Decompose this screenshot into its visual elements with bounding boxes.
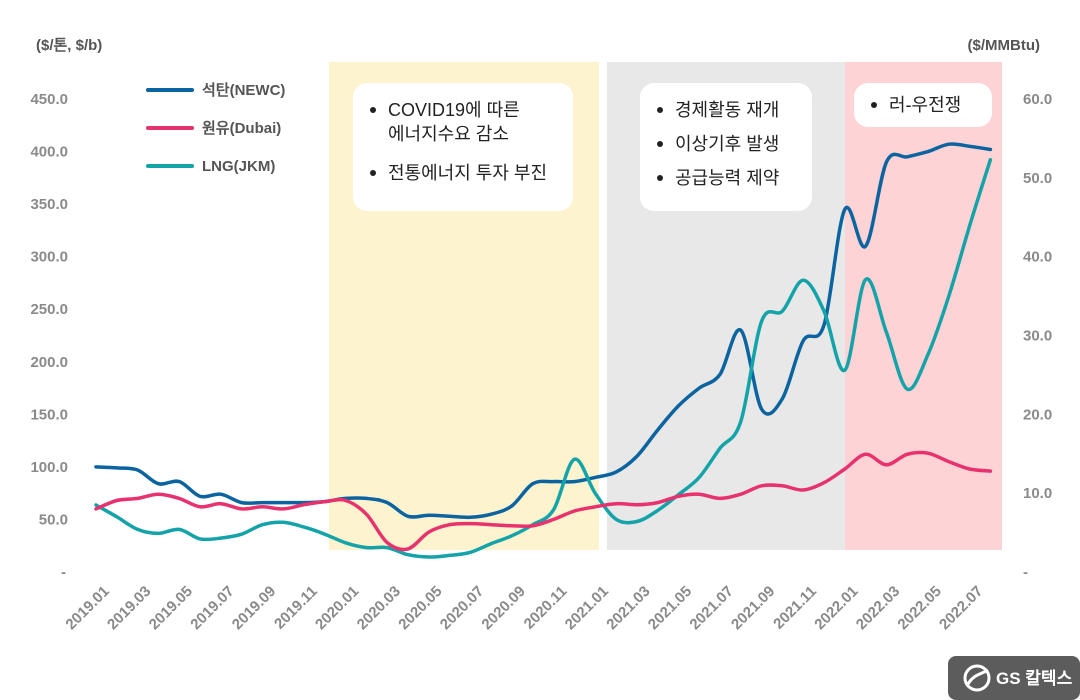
note-text: 경제활동 재개: [675, 100, 779, 120]
x-tick: 2021.11: [770, 583, 820, 633]
x-tick: 2020.11: [521, 583, 571, 633]
y-right-tick: -: [1023, 564, 1028, 581]
x-tick: 2020.09: [478, 583, 528, 633]
note-text: 이상기후 발생: [675, 134, 779, 154]
x-tick: 2019.03: [104, 583, 154, 633]
x-tick: 2019.01: [62, 583, 112, 633]
y-left-tick: 50.0: [39, 511, 68, 528]
y-left-tick: 250.0: [30, 301, 68, 318]
period-band-3: [845, 62, 1002, 550]
note-bullet: [370, 107, 376, 113]
y-right-tick: 60.0: [1023, 91, 1052, 108]
series-line-2: [94, 450, 993, 552]
series-line-3: [94, 157, 993, 559]
note-bullet: [657, 141, 663, 147]
note-bullet: [871, 102, 877, 108]
logo-mark-swoosh-icon: [966, 668, 989, 685]
x-tick: 2019.07: [187, 583, 237, 633]
y-left-tick: -: [61, 564, 66, 581]
x-tick: 2021.05: [645, 583, 695, 633]
y-left-tick: 150.0: [30, 406, 68, 423]
note-box-2: [640, 83, 812, 211]
y-right-tick: 50.0: [1023, 170, 1052, 187]
x-tick: 2021.03: [603, 583, 653, 633]
note-box-3: [854, 83, 992, 127]
x-tick: 2020.07: [437, 583, 487, 633]
note-text: 에너지수요 감소: [388, 124, 509, 144]
y-right-tick: 30.0: [1023, 328, 1052, 345]
y-right-tick: 20.0: [1023, 406, 1052, 423]
x-tick: 2019.09: [229, 583, 279, 633]
note-text: 공급능력 제약: [675, 168, 779, 188]
x-tick: 2022.07: [936, 583, 986, 633]
y-left-tick: 450.0: [30, 91, 68, 108]
series-line-1: [94, 142, 993, 520]
y-left-tick: 400.0: [30, 144, 68, 161]
x-tick: 2019.11: [271, 583, 321, 633]
note-text: COVID19에 따른: [388, 100, 520, 120]
legend-label-3: LNG(JKM): [202, 158, 275, 175]
y-left-unit-label: ($/톤, $/b): [36, 37, 102, 54]
x-tick: 2021.07: [686, 583, 736, 633]
legend-label-2: 원유(Dubai): [202, 120, 281, 137]
note-bullet: [370, 170, 376, 176]
logo-mark-icon: [963, 664, 991, 692]
x-tick: 2020.01: [312, 583, 362, 633]
x-tick: 2020.05: [395, 583, 445, 633]
note-bullet: [657, 107, 663, 113]
x-tick: 2022.05: [894, 583, 944, 633]
y-left-tick: 200.0: [30, 354, 68, 371]
x-tick: 2021.09: [728, 583, 778, 633]
note-box-1: [353, 83, 573, 211]
y-right-unit-label: ($/MMBtu): [968, 37, 1040, 54]
note-bullet: [657, 175, 663, 181]
note-text: 러-우전쟁: [889, 95, 961, 115]
logo-text: GS 칼텍스: [996, 669, 1073, 688]
legend-label-1: 석탄(NEWC): [202, 81, 285, 99]
y-left-tick: 300.0: [30, 249, 68, 266]
y-left-tick: 100.0: [30, 459, 68, 476]
y-right-tick: 10.0: [1023, 485, 1052, 502]
y-left-tick: 350.0: [30, 196, 68, 213]
x-tick: 2020.03: [354, 583, 404, 633]
x-tick: 2019.05: [146, 583, 196, 633]
x-tick: 2022.01: [811, 583, 861, 633]
y-right-tick: 40.0: [1023, 249, 1052, 266]
x-tick: 2022.03: [853, 583, 903, 633]
x-tick: 2021.01: [562, 583, 612, 633]
note-text: 전통에너지 투자 부진: [388, 163, 547, 183]
